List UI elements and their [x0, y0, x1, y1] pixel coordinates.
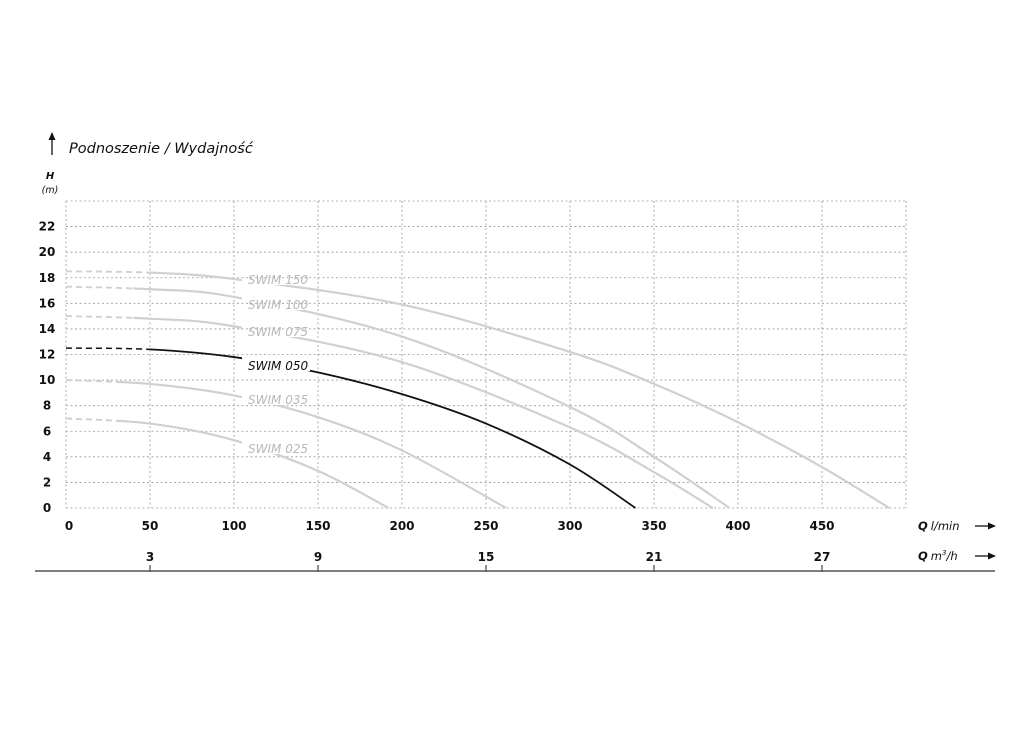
series-labels: SWIM 150 SWIM 100 SWIM 075 SWIM 050 SWIM 035…	[248, 273, 308, 456]
y-tick-label: 16	[39, 296, 56, 310]
series-curve-dashed-swim-075	[65, 315, 134, 319]
x-tick-label: 300	[557, 519, 582, 533]
series-label: SWIM 100	[248, 298, 308, 312]
grid	[65, 200, 907, 509]
y-tick-label: 8	[43, 399, 51, 413]
x2-tick-label: 21	[646, 550, 663, 564]
y-arrow-icon	[48, 132, 56, 140]
x-tick-label: 450	[809, 519, 834, 533]
title-group: Podnoszenie / Wydajność H (m)	[42, 132, 254, 196]
y-tick-label: 12	[39, 348, 56, 362]
curves	[65, 270, 890, 509]
x-tick-label: 0	[65, 519, 73, 533]
y-tick-label: 20	[39, 245, 56, 259]
x-ticks: 0 50 100 150 200 250 300 350 400 450	[65, 519, 835, 533]
series-curve-swim-050	[150, 348, 637, 509]
y-axis-label: H	[46, 171, 55, 182]
y-tick-label: 2	[43, 475, 51, 489]
x-arrow-icon	[988, 522, 996, 530]
chart-title: Podnoszenie / Wydajność	[69, 141, 254, 157]
series-curve-swim-100	[133, 287, 731, 509]
y-tick-label: 10	[39, 373, 56, 387]
x2-ticks: 3 9 15 21 27	[146, 550, 831, 572]
series-curve-dashed-swim-025	[65, 417, 117, 422]
series-label: SWIM 035	[248, 393, 308, 407]
x2-arrow-icon	[988, 552, 996, 560]
x-tick-label: 400	[725, 519, 750, 533]
y-tick-label: 4	[43, 450, 51, 464]
x-tick-label: 150	[305, 519, 330, 533]
y-tick-label: 14	[39, 322, 56, 336]
y-tick-label: 0	[43, 501, 51, 515]
x-tick-label: 100	[221, 519, 246, 533]
y-tick-label: 18	[39, 271, 56, 285]
x2-tick-label: 9	[314, 550, 322, 564]
y-tick-label: 22	[39, 220, 56, 234]
x-tick-label: 350	[641, 519, 666, 533]
x-tick-label: 50	[142, 519, 159, 533]
x-tick-label: 250	[473, 519, 498, 533]
series-curve-swim-035	[116, 380, 507, 509]
series-label: SWIM 050	[248, 359, 308, 373]
series-label: SWIM 150	[248, 273, 308, 287]
series-curve-swim-150	[150, 271, 890, 509]
series-label: SWIM 075	[248, 325, 308, 339]
series-label: SWIM 025	[248, 442, 308, 456]
x2-tick-label: 15	[478, 550, 495, 564]
series-curve-swim-075	[133, 316, 714, 509]
x-tick-label: 200	[389, 519, 414, 533]
y-axis-unit: (m)	[42, 185, 59, 196]
y-ticks: 0 2 4 6 8 10 12 14 16 18 20 22	[39, 220, 56, 515]
y-tick-label: 6	[43, 424, 51, 438]
x2-tick-label: 27	[814, 550, 831, 564]
x2-tick-label: 3	[146, 550, 154, 564]
series-curve-swim-025	[116, 419, 390, 509]
